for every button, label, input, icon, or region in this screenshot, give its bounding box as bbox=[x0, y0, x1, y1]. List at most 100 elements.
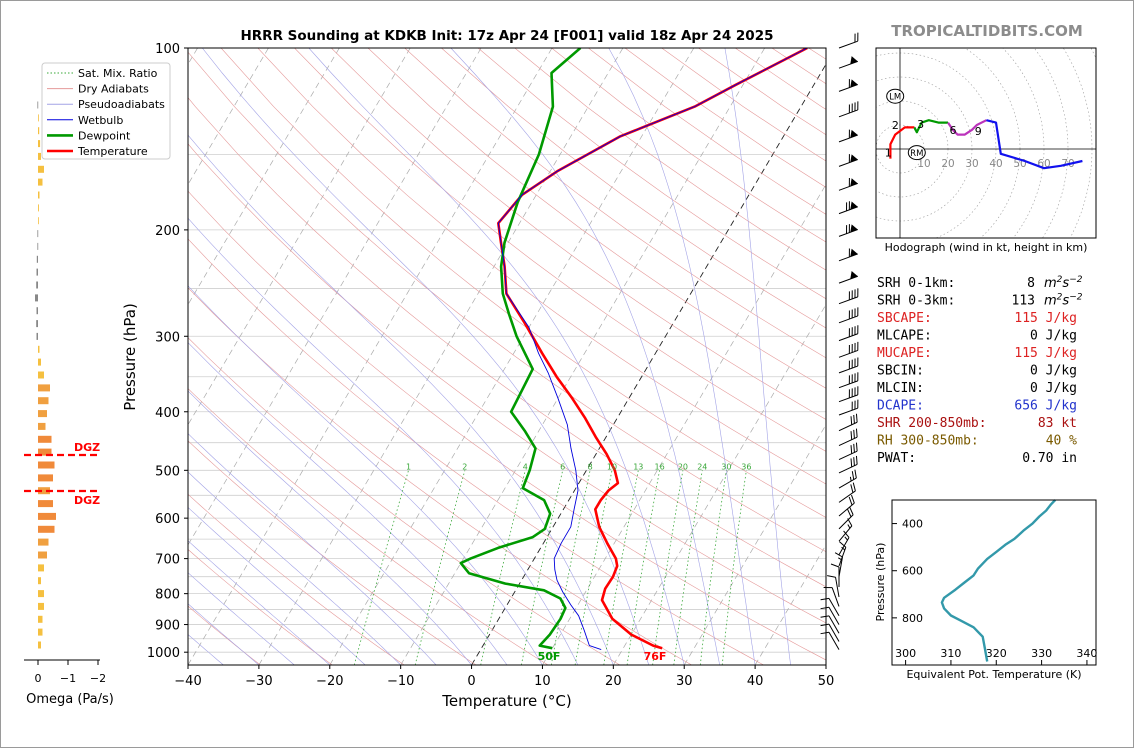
omega-bar bbox=[38, 191, 40, 199]
legend-label: Dewpoint bbox=[78, 129, 131, 142]
stats-panel: SRH 0-1km: 8 m2s−2 SRH 0-3km: 113 m2s−2 SBCAPE… bbox=[877, 275, 1083, 466]
barb-pennant bbox=[850, 79, 858, 88]
omega-bar bbox=[38, 217, 39, 225]
y-axis-label: Pressure (hPa) bbox=[121, 303, 139, 411]
omega-bar bbox=[36, 281, 38, 289]
theta-e-x-tick-label: 300 bbox=[895, 647, 916, 660]
barb-half-flag bbox=[849, 476, 852, 482]
theta-e-x-tick-label: 330 bbox=[1031, 647, 1052, 660]
omega-bar bbox=[36, 332, 38, 340]
barb-flag bbox=[851, 327, 853, 336]
y-tick-label: 800 bbox=[155, 588, 180, 603]
barb-shaft bbox=[838, 134, 858, 143]
hodograph-rings: 10 20 30 40 50 60 70 bbox=[876, 48, 1096, 238]
dry-adiabat-line bbox=[188, 51, 826, 553]
omega-bar bbox=[38, 615, 43, 623]
barb-half-flag bbox=[841, 546, 846, 551]
wind-barb bbox=[838, 494, 855, 517]
mixing-ratio-line bbox=[574, 470, 613, 665]
dry-adiabat-line bbox=[220, 48, 826, 518]
barb-shaft bbox=[828, 598, 840, 616]
barb-pennant bbox=[850, 248, 858, 257]
pseudoadiabat-line bbox=[188, 390, 472, 665]
hodograph-height-label: 1 bbox=[885, 147, 892, 160]
barb-flag bbox=[848, 248, 850, 258]
pseudoadiabat-line bbox=[308, 48, 685, 665]
barb-shaft bbox=[828, 632, 840, 650]
barb-flag bbox=[855, 428, 858, 438]
theta-e-x-tick-label: 310 bbox=[940, 647, 961, 660]
wind-barb bbox=[838, 442, 858, 461]
wind-barb bbox=[820, 597, 840, 616]
barb-flag bbox=[848, 129, 850, 139]
dry-adiabat-line bbox=[808, 48, 826, 60]
y-tick-label: 700 bbox=[155, 553, 180, 568]
hodograph-height-label: 3 bbox=[917, 118, 924, 131]
barb-pennant bbox=[850, 224, 858, 233]
wind-barb bbox=[838, 288, 859, 305]
stat-value: 113 bbox=[1012, 294, 1035, 309]
omega-axis-label: Omega (Pa/s) bbox=[26, 692, 114, 707]
omega-bar bbox=[37, 230, 39, 238]
omega-bar bbox=[38, 422, 46, 430]
x-tick-label: 10 bbox=[534, 674, 551, 689]
wind-barb bbox=[820, 631, 840, 650]
barb-shaft bbox=[838, 365, 858, 374]
dry-adiabat-line bbox=[188, 388, 549, 665]
hodograph-height-label: 2 bbox=[892, 119, 899, 132]
barb-flag bbox=[848, 291, 850, 300]
x-tick-label: −20 bbox=[316, 674, 343, 689]
wind-barb bbox=[838, 518, 853, 542]
hodograph-segment bbox=[913, 119, 948, 134]
barb-shaft bbox=[838, 421, 858, 432]
hodograph-height-label: 9 bbox=[975, 125, 982, 138]
x-tick-label: 0 bbox=[467, 674, 475, 689]
hodograph-height-label: 6 bbox=[950, 124, 957, 137]
barb-flag bbox=[854, 102, 856, 111]
x-tick-label: −30 bbox=[245, 674, 272, 689]
wind-barb bbox=[838, 357, 859, 374]
mixing-ratio-line bbox=[673, 470, 703, 665]
isotherm-line bbox=[400, 48, 765, 665]
dry-adiabat-line bbox=[188, 440, 477, 665]
barb-flag bbox=[843, 530, 850, 538]
barb-shaft bbox=[838, 84, 858, 92]
omega-bar bbox=[38, 551, 47, 559]
omega-bar bbox=[36, 268, 38, 276]
stat-label: PWAT: bbox=[877, 451, 916, 466]
omega-bar bbox=[38, 397, 49, 405]
wind-barb bbox=[838, 325, 859, 342]
barb-flag bbox=[855, 413, 858, 423]
barb-half-flag bbox=[838, 557, 843, 561]
barb-flag bbox=[850, 458, 853, 468]
barb-shaft bbox=[838, 463, 858, 474]
legend-label: Sat. Mix. Ratio bbox=[78, 67, 158, 80]
surface-dewpoint-label: 50F bbox=[538, 650, 561, 663]
wind-barb bbox=[820, 623, 840, 642]
stat-value: 656 J/kg bbox=[1014, 399, 1077, 414]
barb-flag bbox=[820, 606, 830, 610]
barb-shaft bbox=[838, 514, 854, 530]
wind-barb bbox=[820, 615, 840, 634]
hodograph-segment bbox=[889, 126, 915, 159]
y-tick-label: 600 bbox=[155, 512, 180, 527]
mixing-ratio-label: 20 bbox=[678, 462, 688, 471]
barb-flag bbox=[852, 482, 856, 492]
wind-barb bbox=[820, 606, 840, 625]
wind-barb bbox=[838, 32, 859, 49]
wind-barb bbox=[838, 341, 859, 358]
barb-flag bbox=[848, 201, 850, 210]
omega-bar bbox=[38, 114, 39, 122]
theta-e-x-tick-label: 320 bbox=[986, 647, 1007, 660]
barb-shaft bbox=[838, 380, 858, 389]
dgz-top-label: DGZ bbox=[74, 441, 100, 454]
mixing-ratio-line bbox=[521, 470, 564, 665]
barb-flag bbox=[820, 615, 830, 618]
barb-flag bbox=[857, 101, 859, 110]
omega-bar bbox=[38, 461, 55, 469]
mixing-ratio-labels: 1 2 4 6 8 10 13 16 20 24 30 36 bbox=[406, 462, 751, 471]
wind-barb bbox=[834, 552, 843, 577]
y-tick-label: 900 bbox=[155, 619, 180, 634]
